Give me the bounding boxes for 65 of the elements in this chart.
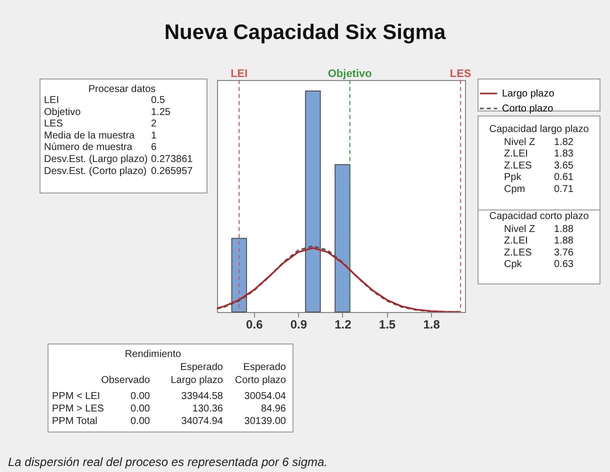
text: 84.96: [260, 404, 286, 414]
text: 0.71: [554, 184, 574, 195]
text: 1.88: [554, 236, 574, 247]
x-tick-label: 0.6: [246, 318, 264, 332]
text: Objetivo: [44, 106, 82, 118]
text: Número de muestra: [44, 142, 133, 154]
text: Z.LEI: [504, 236, 528, 247]
text: 0.5: [151, 95, 166, 106]
text: 0.61: [554, 172, 574, 184]
text: 1: [151, 130, 157, 142]
text: Capacidad corto plazo: [489, 211, 590, 222]
text: Z.LES: [504, 160, 532, 172]
text: 0.63: [554, 259, 574, 270]
text: 0.00: [130, 391, 150, 402]
text: 0.00: [130, 416, 150, 427]
x-tick-label: 1.8: [423, 318, 440, 332]
ref-line-label: LES: [450, 68, 472, 80]
ref-line-label: LEI: [230, 68, 248, 80]
text: 0.00: [130, 404, 150, 414]
text: Esperado: [180, 362, 224, 373]
text: 1.83: [554, 148, 574, 160]
text: LES: [44, 118, 64, 130]
text: Rendimiento: [124, 349, 182, 360]
text: Nivel Z: [504, 224, 536, 235]
text: PPM Total: [52, 416, 98, 427]
text: Desv.Est. (Corto plazo): [44, 166, 147, 177]
text: Cpm: [504, 184, 526, 195]
text: 0.265957: [151, 166, 194, 177]
text: PPM > LES: [52, 404, 104, 414]
text: Corto plazo: [234, 375, 286, 386]
text: Ppk: [504, 172, 522, 184]
x-tick-label: 1.5: [378, 318, 396, 332]
x-tick-label: 1.2: [334, 318, 352, 332]
text: Z.LES: [504, 247, 532, 258]
ref-line-label: Objetivo: [328, 68, 372, 80]
text: 130.36: [192, 404, 224, 414]
text: 33944.58: [181, 391, 224, 402]
text: 1.82: [554, 137, 574, 148]
text: LEI: [44, 95, 60, 106]
text: 2: [151, 118, 157, 130]
text: 3.76: [554, 247, 574, 258]
legend-label: Largo plazo: [502, 88, 555, 100]
text: Desv.Est. (Largo plazo): [44, 154, 148, 165]
text: 30054.04: [244, 391, 286, 402]
x-tick-label: 0.9: [290, 318, 308, 332]
text: 6: [151, 142, 157, 154]
text: Media de la muestra: [44, 130, 136, 142]
text: Z.LEI: [504, 148, 528, 160]
text: 1.88: [554, 224, 574, 235]
text: Observado: [101, 375, 150, 386]
text: 1.25: [151, 106, 171, 118]
text: 34074.94: [181, 416, 224, 427]
chart-title: Nueva Capacidad Six Sigma: [164, 21, 446, 44]
text: 0.273861: [151, 154, 194, 165]
text: 3.65: [554, 160, 574, 172]
legend-label: Corto plazo: [502, 104, 554, 114]
text: Procesar datos: [88, 84, 156, 95]
text: Cpk: [504, 259, 523, 270]
text: Largo plazo: [170, 375, 224, 386]
text: La dispersión real del proceso es representada por 6 sigma.: [8, 455, 328, 469]
text: Capacidad largo plazo: [489, 124, 590, 135]
text: Esperado: [243, 362, 286, 373]
text: Nivel Z: [504, 137, 536, 148]
text: 30139.00: [244, 416, 286, 427]
text: PPM < LEI: [52, 391, 100, 402]
